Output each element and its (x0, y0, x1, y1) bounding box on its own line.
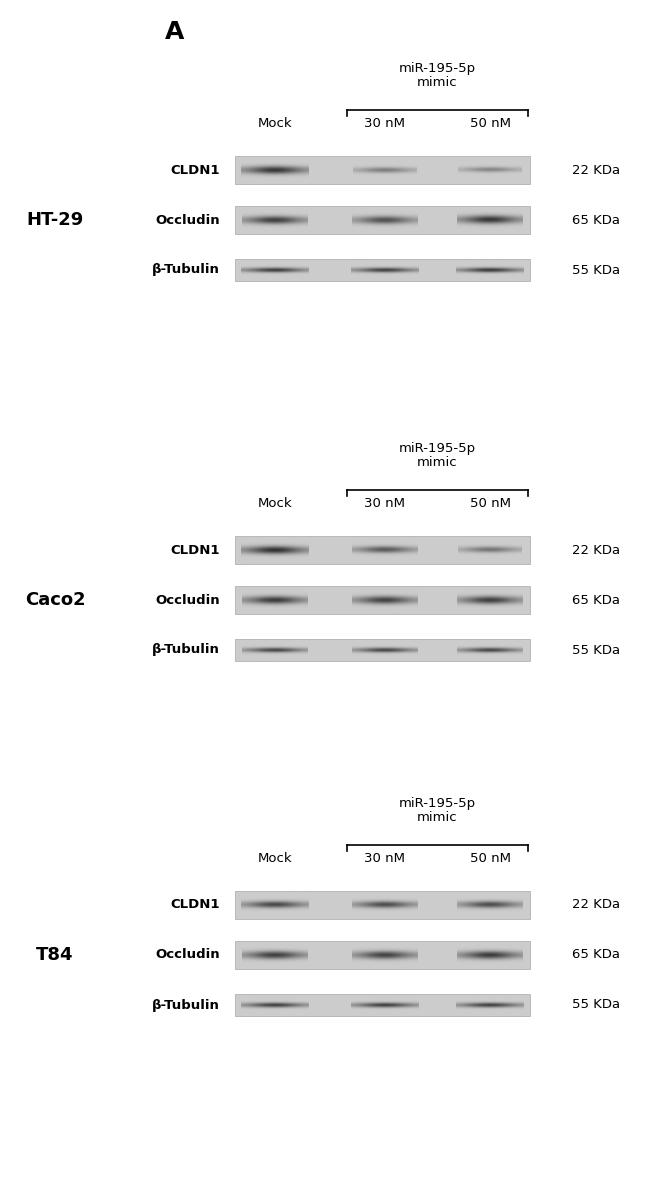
Text: 30 nM: 30 nM (365, 852, 406, 864)
Text: 50 nM: 50 nM (469, 498, 510, 510)
Text: HT-29: HT-29 (27, 211, 84, 229)
Text: 55 KDa: 55 KDa (572, 264, 620, 277)
Bar (235, 941, 530, 969)
Bar (235, 891, 530, 918)
Text: Mock: Mock (257, 852, 292, 864)
Text: CLDN1: CLDN1 (170, 543, 220, 556)
Bar (235, 586, 530, 614)
Text: 55 KDa: 55 KDa (572, 644, 620, 657)
Bar (235, 639, 530, 661)
Text: miR-195-5p: miR-195-5p (399, 442, 476, 454)
Text: CLDN1: CLDN1 (170, 163, 220, 176)
Bar (235, 994, 530, 1016)
Bar (235, 206, 530, 234)
Text: 55 KDa: 55 KDa (572, 999, 620, 1012)
Text: mimic: mimic (417, 456, 458, 469)
Text: Occludin: Occludin (155, 213, 220, 227)
Text: β-Tubulin: β-Tubulin (152, 264, 220, 277)
Text: 65 KDa: 65 KDa (572, 594, 620, 607)
Text: mimic: mimic (417, 811, 458, 824)
Text: 22 KDa: 22 KDa (572, 898, 620, 911)
Text: 22 KDa: 22 KDa (572, 543, 620, 556)
Text: 65 KDa: 65 KDa (572, 948, 620, 962)
Text: Occludin: Occludin (155, 948, 220, 962)
Text: 30 nM: 30 nM (365, 118, 406, 129)
Text: miR-195-5p: miR-195-5p (399, 62, 476, 76)
Text: CLDN1: CLDN1 (170, 898, 220, 911)
Bar (235, 536, 530, 564)
Text: β-Tubulin: β-Tubulin (152, 644, 220, 657)
Text: T84: T84 (36, 946, 73, 964)
Text: A: A (165, 20, 185, 44)
Text: miR-195-5p: miR-195-5p (399, 797, 476, 811)
Text: 22 KDa: 22 KDa (572, 163, 620, 176)
Bar (235, 156, 530, 183)
Text: Mock: Mock (257, 498, 292, 510)
Text: 50 nM: 50 nM (469, 852, 510, 864)
Text: Mock: Mock (257, 118, 292, 129)
Text: β-Tubulin: β-Tubulin (152, 999, 220, 1012)
Text: 50 nM: 50 nM (469, 118, 510, 129)
Text: 65 KDa: 65 KDa (572, 213, 620, 227)
Text: 30 nM: 30 nM (365, 498, 406, 510)
Text: Occludin: Occludin (155, 594, 220, 607)
Bar (235, 259, 530, 281)
Text: Caco2: Caco2 (25, 591, 85, 609)
Text: mimic: mimic (417, 76, 458, 89)
